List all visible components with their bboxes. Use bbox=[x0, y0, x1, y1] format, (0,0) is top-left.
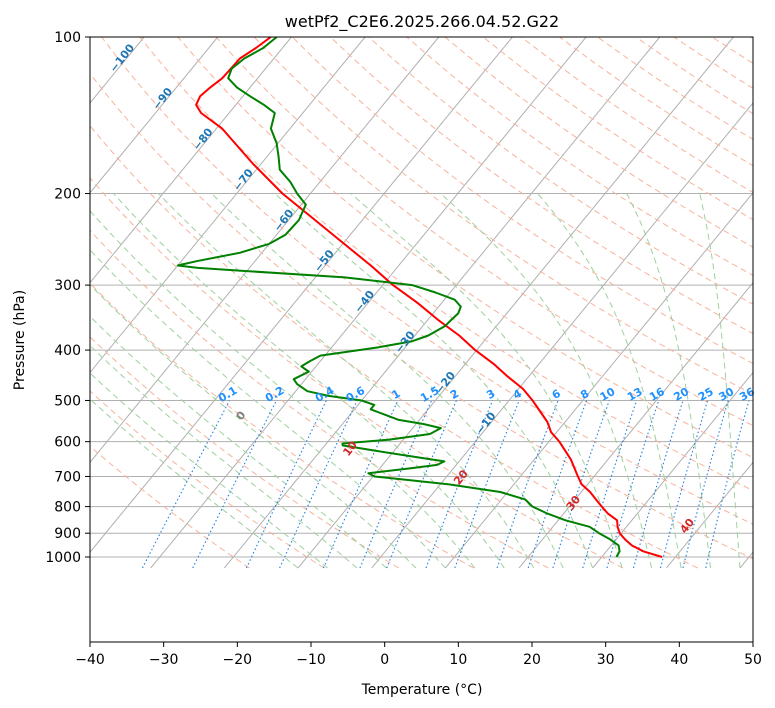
mixing-ratio-line bbox=[659, 400, 709, 569]
x-tick-label: 40 bbox=[670, 652, 688, 668]
dry-adiabat-line bbox=[90, 229, 549, 569]
mixing-ratio-line bbox=[606, 400, 660, 569]
x-tick-label: −10 bbox=[296, 652, 326, 668]
series-layer bbox=[176, 37, 663, 558]
x-tick-label: −20 bbox=[223, 652, 253, 668]
moist-adiabat-line bbox=[90, 283, 417, 569]
moist-adiabat-line bbox=[90, 210, 476, 569]
dry-adiabat-line bbox=[90, 390, 325, 569]
moist-adiabat-line bbox=[113, 193, 505, 569]
dry-adiabat-line bbox=[90, 72, 753, 560]
dry-adiabat-line bbox=[406, 37, 753, 276]
isotherm-line bbox=[592, 371, 753, 569]
mixing-ratio-line bbox=[682, 400, 729, 569]
isotherm-line bbox=[371, 102, 753, 569]
isotherm-line bbox=[297, 37, 734, 569]
mixing-ratio-line bbox=[454, 400, 520, 569]
y-tick-label: 700 bbox=[54, 469, 81, 485]
isotherm-line bbox=[150, 37, 587, 569]
moist-adiabat-line bbox=[90, 372, 328, 569]
dry-adiabat-line bbox=[90, 177, 624, 569]
y-tick-label: 600 bbox=[54, 435, 81, 451]
moist-adiabat-line bbox=[440, 193, 653, 569]
x-tick-label: 30 bbox=[597, 652, 615, 668]
moist-adiabat-line bbox=[90, 249, 446, 569]
mixing-ratio-line bbox=[359, 400, 433, 569]
y-axis-label: Pressure (hPa) bbox=[12, 290, 28, 390]
temperature-profile-line bbox=[195, 37, 663, 558]
dry-adiabat-line bbox=[90, 336, 400, 569]
dewpoint-profile-line bbox=[176, 37, 621, 558]
isotherm-line bbox=[90, 37, 219, 194]
dry-adiabat-line bbox=[101, 37, 753, 525]
x-tick-label: 10 bbox=[449, 652, 467, 668]
mixing-ratio-line bbox=[632, 400, 684, 569]
moist-adiabat-line bbox=[537, 193, 682, 569]
x-tick-label: −40 bbox=[75, 652, 105, 668]
y-tick-label: 500 bbox=[54, 393, 81, 409]
x-tick-label: −30 bbox=[149, 652, 179, 668]
mixing-ratio-line bbox=[192, 400, 277, 569]
isotherm-line bbox=[90, 37, 440, 464]
dry-adiabat-line bbox=[177, 37, 753, 459]
plot-area bbox=[90, 37, 753, 642]
isotherm-line bbox=[90, 37, 366, 374]
mixing-ratio-line bbox=[386, 400, 457, 569]
y-tick-label: 300 bbox=[54, 278, 81, 294]
mixing-ratio-line bbox=[142, 400, 231, 569]
plot-frame bbox=[89, 36, 754, 643]
isotherm-line bbox=[518, 281, 753, 569]
chart-title: wetPf2_C2E6.2025.266.04.52.G22 bbox=[285, 12, 559, 32]
dry-adiabat-line bbox=[90, 124, 698, 569]
mixing-ratio-line bbox=[552, 400, 610, 569]
dry-adiabat-line bbox=[292, 37, 753, 365]
moist-adiabat-line bbox=[699, 193, 741, 569]
isotherm-line bbox=[444, 192, 753, 569]
y-tick-label: 400 bbox=[54, 343, 81, 359]
dry-adiabat-line bbox=[139, 37, 753, 492]
mixing-ratio-line bbox=[705, 400, 750, 569]
isotherm-line bbox=[90, 37, 513, 553]
y-tick-label: 900 bbox=[54, 526, 81, 542]
y-tick-label: 100 bbox=[54, 30, 81, 46]
x-axis-label: Temperature (°C) bbox=[361, 682, 483, 698]
moist-adiabat-line bbox=[274, 193, 594, 569]
moist-adiabat-line bbox=[350, 193, 623, 569]
moist-adiabat-line bbox=[90, 315, 387, 569]
moist-adiabat-line bbox=[211, 193, 564, 569]
x-tick-label: 20 bbox=[523, 652, 541, 668]
moist-adiabat-line bbox=[626, 193, 711, 569]
dry-adiabat-line bbox=[90, 445, 250, 569]
mixing-ratio-line bbox=[527, 400, 588, 569]
moist-adiabat-line bbox=[90, 398, 299, 569]
moist-adiabat-line bbox=[90, 344, 358, 569]
mixing-ratio-line bbox=[496, 400, 559, 569]
y-tick-label: 200 bbox=[54, 187, 81, 203]
axis-layer: −40 −30 −20 −10 0 10 20 30 40 50 100 200 300 400 500 60… bbox=[45, 30, 762, 668]
dry-adiabat-line bbox=[253, 37, 753, 395]
x-tick-label: 50 bbox=[744, 652, 762, 668]
y-tick-label: 1000 bbox=[45, 550, 81, 566]
moist-adiabat-line bbox=[158, 193, 535, 569]
y-tick-label: 800 bbox=[54, 500, 81, 516]
x-tick-label: 0 bbox=[380, 652, 389, 668]
isotherm-line bbox=[665, 461, 753, 569]
isotherm-line bbox=[223, 37, 661, 569]
